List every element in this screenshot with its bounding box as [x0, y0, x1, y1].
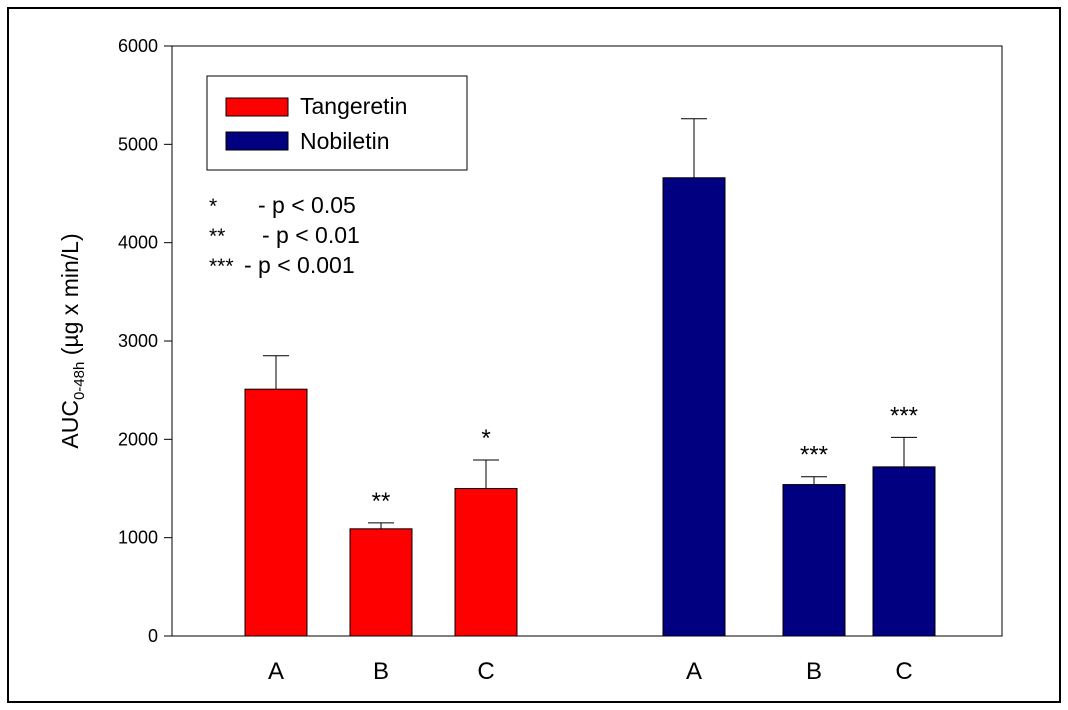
bars: *********: [244, 118, 936, 637]
y-axis-label: AUC0-48h (µg x min/L): [57, 233, 88, 448]
legend-label-nobiletin: Nobiletin: [300, 128, 390, 154]
sig-key-text: - p < 0.001: [244, 252, 355, 278]
x-tick-label: C: [477, 658, 494, 685]
x-tick-label: A: [686, 658, 702, 685]
y-tick-label: 5000: [118, 134, 158, 154]
significance-key: * - p < 0.05 ** - p < 0.01 *** - p < 0.0…: [209, 192, 360, 278]
significance-marker: **: [372, 488, 391, 515]
sig-key-text: - p < 0.01: [262, 222, 360, 248]
x-tick-label: C: [895, 658, 912, 685]
sig-key-text: - p < 0.05: [258, 192, 356, 218]
bar: [782, 484, 846, 637]
bar: [872, 466, 936, 637]
y-tick-label: 6000: [118, 36, 158, 56]
legend-label-tangeretin: Tangeretin: [300, 93, 407, 119]
x-tick-label: A: [268, 658, 284, 685]
significance-marker: ***: [800, 442, 828, 469]
legend-swatch-tangeretin: [225, 97, 289, 117]
sig-key-symbol: **: [209, 225, 225, 248]
legend-box: [206, 75, 468, 171]
legend-swatch-nobiletin: [225, 131, 289, 151]
y-tick-label: 4000: [118, 233, 158, 253]
significance-marker: *: [481, 425, 490, 452]
y-tick-label: 2000: [118, 429, 158, 449]
y-tick-label: 0: [148, 626, 158, 646]
y-axis: 0 1000 2000 3000 4000 5000 6000: [118, 36, 172, 646]
bar: [454, 488, 518, 637]
sig-key-symbol: ***: [209, 255, 234, 278]
bar: [349, 528, 413, 637]
x-tick-label: B: [373, 658, 389, 685]
bar: [244, 388, 308, 637]
sig-key-symbol: *: [209, 195, 217, 218]
bar: [662, 177, 726, 637]
x-tick-label: B: [806, 658, 822, 685]
y-tick-label: 3000: [118, 331, 158, 351]
y-tick-label: 1000: [118, 528, 158, 548]
significance-marker: ***: [890, 402, 918, 429]
legend: Tangeretin Nobiletin: [206, 75, 468, 171]
